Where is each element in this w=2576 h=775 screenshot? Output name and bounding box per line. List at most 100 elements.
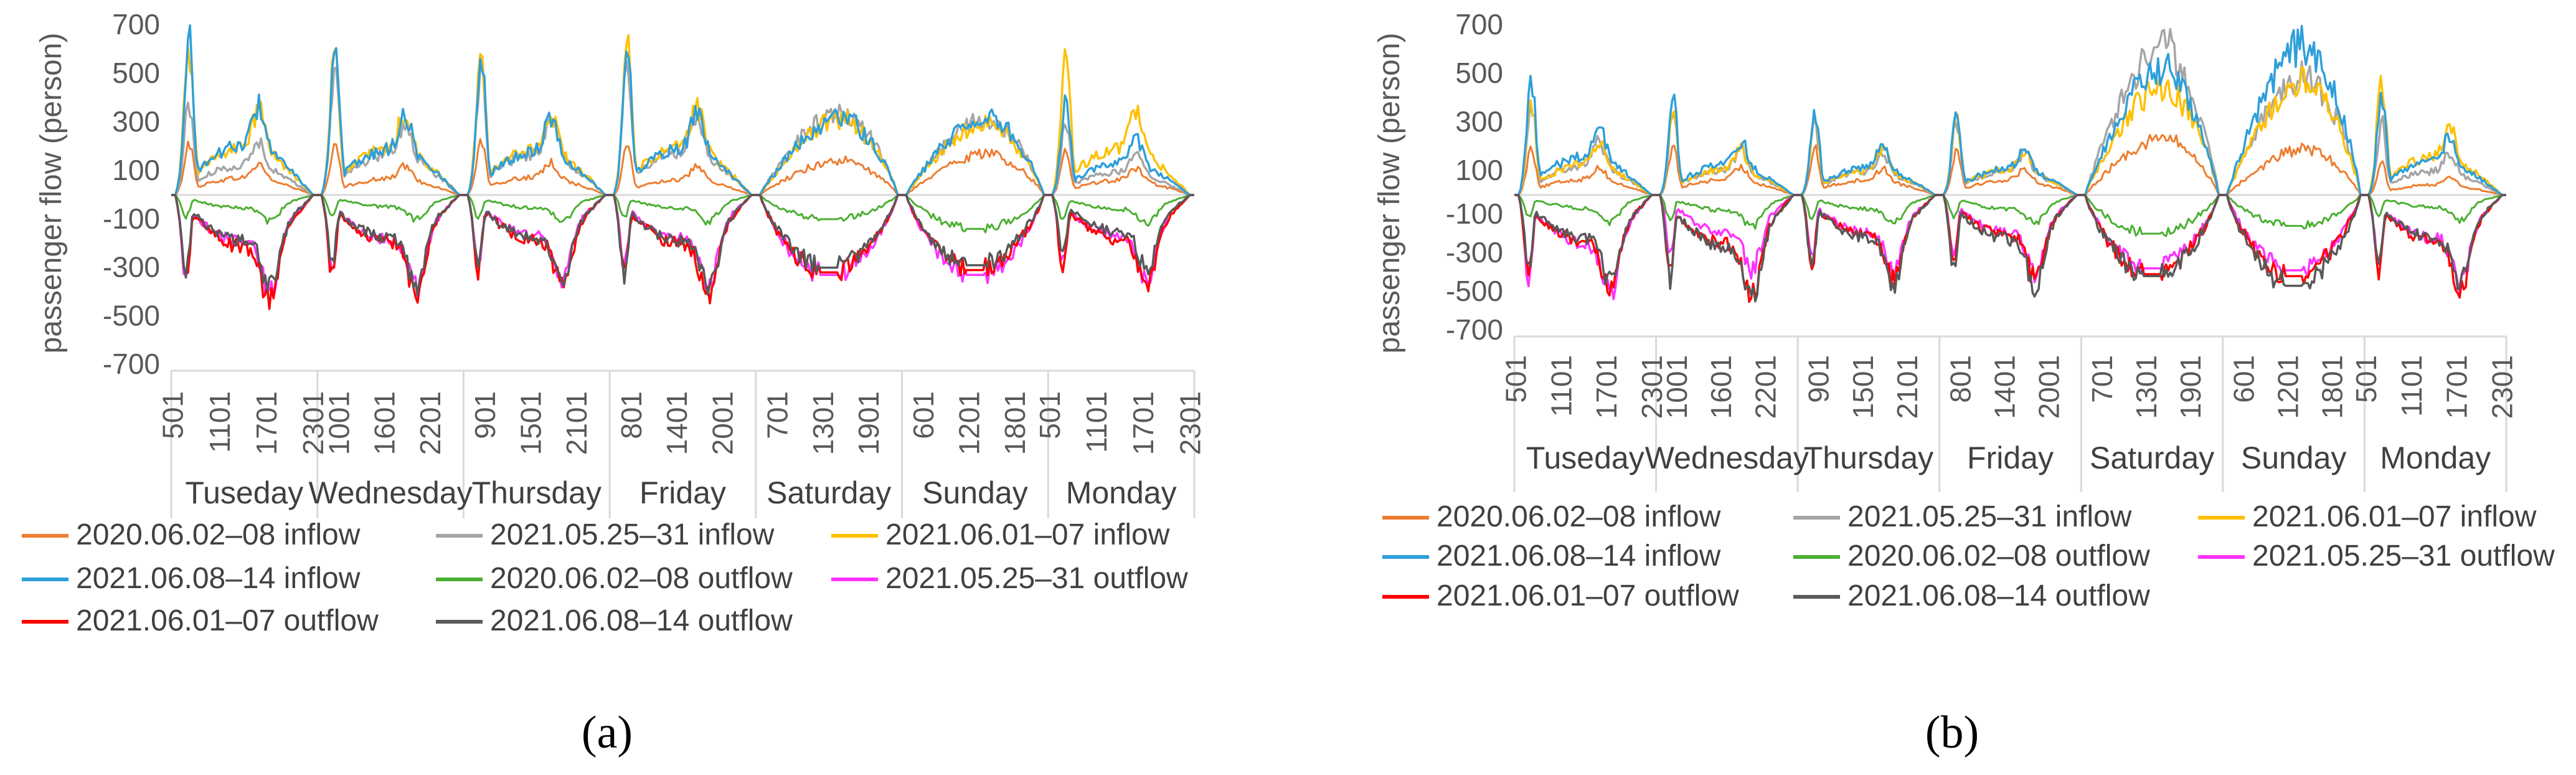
x-tick-label: 1801 (999, 391, 1031, 455)
y-tick-label: -300 (1446, 236, 1503, 269)
x-tick-label: 2301 (1174, 391, 1206, 455)
x-tick-label: 2001 (2033, 355, 2065, 419)
legend-label: 2021.06.01–07 outflow (76, 604, 379, 637)
x-tick-label: 501 (1034, 391, 1066, 439)
day-label: Saturday (2090, 440, 2214, 475)
x-tick-label: 901 (469, 391, 501, 439)
x-tick-label: 501 (2350, 355, 2382, 403)
y-tick-label: -100 (103, 202, 160, 235)
legend-item: 2021.05.25–31 outflow (831, 562, 1188, 595)
x-tick-label: 1801 (2316, 355, 2349, 419)
x-tick-label: 801 (1944, 355, 1976, 403)
series-line (1514, 134, 2506, 196)
series-line (171, 138, 1194, 196)
x-tick-label: 1701 (250, 391, 283, 455)
legend-item: 2021.05.25–31 inflow (436, 518, 775, 551)
panel-caption: (b) (1925, 707, 1979, 758)
x-tick-label: 1701 (1590, 355, 1623, 419)
x-tick-label: 1001 (323, 391, 355, 455)
legend-item: 2021.06.01–07 inflow (2198, 500, 2537, 533)
legend-label: 2020.06.02–08 outflow (490, 562, 793, 595)
x-tick-label: 801 (615, 391, 648, 439)
x-tick-label: 2101 (1891, 355, 1923, 419)
day-label: Tuseday (1526, 440, 1644, 475)
legend-item: 2021.06.01–07 inflow (831, 518, 1170, 551)
day-label: Thursday (1804, 440, 1933, 475)
x-tick-label: 901 (1803, 355, 1835, 403)
day-label: Friday (639, 475, 726, 510)
chart-panel-b: 700 500 300 100 -100 -300 -500 -700 passenger fl… (1373, 8, 2555, 758)
y-tick-label: -300 (103, 251, 160, 283)
y-axis-label: passenger flow (person) (35, 33, 68, 354)
legend-item: 2020.06.02–08 outflow (436, 562, 793, 595)
y-tick-label: -700 (1446, 313, 1503, 346)
legend-item: 2020.06.02–08 inflow (1382, 500, 1721, 533)
x-tick-label: 1301 (807, 391, 839, 455)
x-tick-label: 1501 (1847, 355, 1879, 419)
day-label: Sunday (922, 475, 1028, 510)
series-line (171, 34, 1194, 196)
y-tick-label: -700 (103, 348, 160, 380)
legend-label: 2021.06.08–14 outflow (490, 604, 793, 637)
day-label: Monday (2380, 440, 2491, 475)
x-tick-label: 501 (1500, 355, 1532, 403)
x-tick-label: 1101 (1080, 391, 1113, 453)
x-tick-label: 601 (2227, 355, 2260, 403)
chart-panel-a: 700 500 300 100 -100 -300 -500 -700 passenger fl… (22, 8, 1206, 758)
x-tick-label: 501 (157, 391, 189, 439)
day-label: Wednesday (309, 475, 473, 510)
x-tick-label: 601 (907, 391, 940, 439)
legend-label: 2021.05.25–31 inflow (1847, 500, 2132, 533)
y-tick-label: 300 (112, 105, 160, 138)
x-tick-label: 1401 (661, 391, 693, 455)
legend-item: 2021.05.25–31 outflow (2198, 540, 2555, 573)
y-tick-label: 700 (1455, 8, 1503, 40)
legend-label: 2020.06.02–08 inflow (1437, 500, 1721, 533)
day-label: Monday (1066, 475, 1177, 510)
y-tick-label: 300 (1455, 105, 1503, 138)
legend-label: 2021.05.25–31 outflow (885, 562, 1188, 595)
legend-label: 2021.05.25–31 outflow (2252, 540, 2555, 573)
y-tick-label: 100 (112, 154, 160, 186)
legend-item: 2021.06.01–07 outflow (1382, 579, 1739, 612)
x-tick-label: 701 (762, 391, 794, 439)
legend-item: 2021.06.01–07 outflow (22, 604, 379, 637)
y-tick-label: -500 (103, 299, 160, 331)
legend-label: 2021.06.01–07 inflow (2252, 500, 2537, 533)
legend-item: 2020.06.02–08 inflow (22, 518, 361, 551)
y-tick-label: 700 (112, 8, 160, 40)
x-tick-label: 1901 (2174, 355, 2207, 419)
y-tick-label: 500 (112, 57, 160, 89)
x-tick-label: 1501 (514, 391, 547, 455)
x-tick-label: 1701 (2441, 355, 2473, 419)
legend-label: 2021.06.01–07 outflow (1437, 579, 1739, 612)
x-tick-label: 1001 (1661, 355, 1693, 419)
series-line (1514, 194, 2506, 303)
x-tick-label: 1701 (1127, 391, 1159, 455)
legend-label: 2020.06.02–08 inflow (76, 518, 361, 551)
series-line (171, 194, 1194, 234)
legend-item: 2021.06.08–14 outflow (436, 604, 793, 637)
x-tick-label: 1101 (204, 391, 236, 453)
series-line (171, 24, 1194, 196)
day-label: Friday (1967, 440, 2054, 475)
x-tick-label: 1201 (953, 391, 986, 455)
day-label: Sunday (2241, 440, 2347, 475)
x-tick-label: 2201 (414, 391, 446, 455)
x-tick-label: 1401 (1988, 355, 2021, 419)
y-tick-label: 500 (1455, 57, 1503, 89)
x-tick-label: 2201 (1749, 355, 1781, 419)
x-tick-label: 1601 (369, 391, 401, 455)
x-tick-label: 2001 (707, 391, 739, 455)
legend-item: 2021.06.08–14 inflow (1382, 540, 1721, 573)
x-tick-label: 2101 (560, 391, 593, 455)
day-label: Wednesday (1645, 440, 1809, 475)
y-tick-label: 100 (1455, 154, 1503, 186)
x-tick-label: 1201 (2272, 355, 2305, 419)
series-line (171, 194, 1194, 297)
legend-label: 2020.06.02–08 outflow (1847, 540, 2150, 573)
y-axis-label: passenger flow (person) (1373, 33, 1406, 354)
series-line (1514, 25, 2506, 196)
day-label: Saturday (767, 475, 891, 510)
legend-label: 2021.05.25–31 inflow (490, 518, 775, 551)
